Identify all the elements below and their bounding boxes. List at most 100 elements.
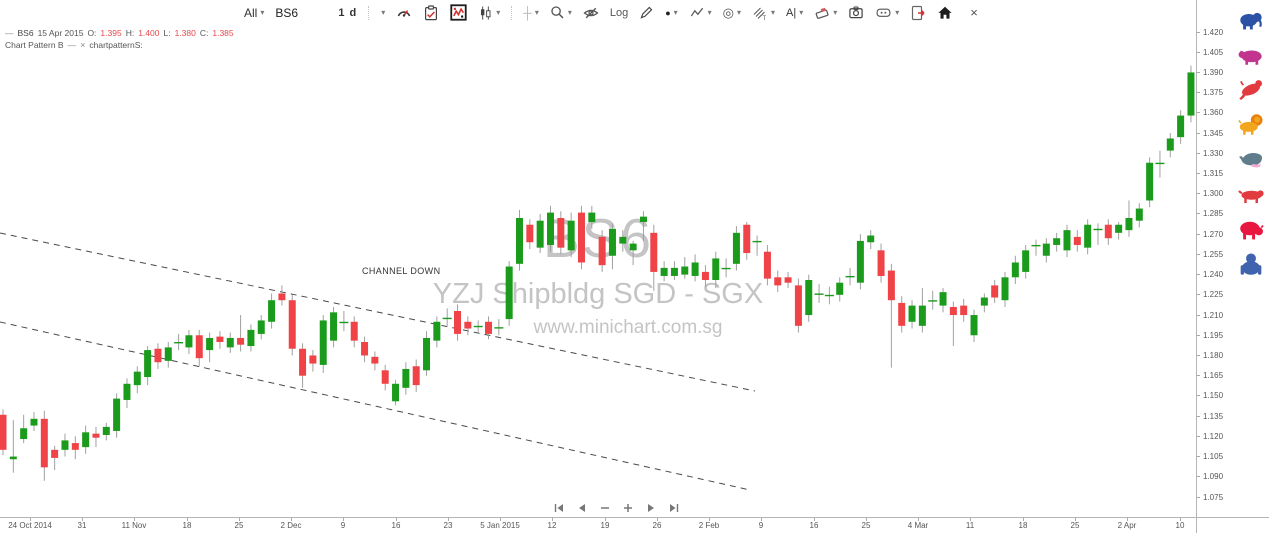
date-axis-tick xyxy=(814,518,815,521)
legend: — BS6 15 Apr 2015 O: 1.395 H: 1.400 L: 1… xyxy=(5,27,234,51)
candle xyxy=(1135,203,1143,228)
crosshair-dropdown[interactable]: ┼ ▾ xyxy=(523,6,539,20)
step-right-button[interactable] xyxy=(644,501,657,514)
gorilla-icon[interactable] xyxy=(1234,248,1268,279)
candlestick-chart[interactable] xyxy=(0,25,1196,517)
fib-circles-dropdown[interactable]: ◎ ▾ xyxy=(723,5,741,21)
pattern-report-button[interactable] xyxy=(423,4,439,21)
export-button[interactable] xyxy=(910,5,926,21)
bear-icon[interactable] xyxy=(1234,38,1268,69)
candle xyxy=(485,316,493,340)
channel-tool-dropdown[interactable]: T ▾ xyxy=(752,5,775,21)
candle xyxy=(319,315,327,373)
zoom-in-button[interactable] xyxy=(621,501,634,514)
timeframe-dropdown[interactable]: ▾ xyxy=(380,8,385,17)
step-left-button[interactable] xyxy=(575,501,588,514)
candle xyxy=(299,343,307,388)
skip-to-start-button[interactable] xyxy=(552,501,565,514)
clipboard-pattern-icon xyxy=(423,4,439,21)
text-tool-icon: A| xyxy=(786,6,797,19)
svg-text:T: T xyxy=(763,16,767,21)
home-icon xyxy=(937,5,953,20)
log-scale-toggle[interactable]: Log xyxy=(609,6,629,19)
price-axis-label: 1.375 xyxy=(1197,88,1223,97)
snapshot-button[interactable] xyxy=(848,5,864,20)
channel-trendline[interactable] xyxy=(0,232,756,392)
candle xyxy=(814,284,824,303)
legend-symbol: BS6 xyxy=(17,28,34,38)
candle xyxy=(784,271,792,289)
chevron-down-icon: ▾ xyxy=(707,8,712,17)
indicator-name: Chart Pattern B xyxy=(5,40,64,50)
candle xyxy=(928,290,938,310)
date-axis-tick xyxy=(82,518,83,521)
date-axis[interactable]: 24 Oct 2014 31 11 Nov 18 25 2 Dec 9 16 23 5 Jan 2… xyxy=(0,517,1269,533)
date-axis-label: 2 Feb xyxy=(698,521,720,530)
candle xyxy=(1166,133,1174,158)
home-button[interactable] xyxy=(937,5,953,20)
date-axis-tick xyxy=(448,518,449,521)
candle xyxy=(237,315,245,352)
price-axis-label: 1.135 xyxy=(1197,412,1223,421)
candle xyxy=(721,258,731,278)
zoom-dropdown[interactable]: ▾ xyxy=(550,5,572,20)
candle xyxy=(288,294,296,356)
date-axis-tick xyxy=(709,518,710,521)
elephant-icon[interactable] xyxy=(1234,3,1268,34)
indicator-toggle[interactable]: — xyxy=(67,40,77,50)
gauge-button[interactable] xyxy=(396,5,412,21)
close-button[interactable]: × xyxy=(970,5,978,20)
zoom-out-button[interactable] xyxy=(598,501,611,514)
date-axis-label: 31 xyxy=(77,521,87,530)
date-axis-label: 18 xyxy=(1018,521,1028,530)
price-axis[interactable]: 1.420 1.405 1.390 1.375 1.360 1.345 1.330 1.315… xyxy=(1196,0,1269,533)
jaguar-icon[interactable] xyxy=(1234,178,1268,209)
chart-type-dropdown[interactable]: ▾ xyxy=(478,5,500,21)
candle xyxy=(1011,255,1019,285)
whale-icon[interactable] xyxy=(1234,143,1268,174)
symbol-input[interactable]: BS6 xyxy=(275,5,299,20)
date-axis-label: 16 xyxy=(809,521,819,530)
candle xyxy=(701,265,709,287)
candle xyxy=(836,277,844,302)
concentric-circles-icon: ◎ xyxy=(722,4,735,20)
bison-icon[interactable] xyxy=(1234,213,1268,244)
candle xyxy=(423,331,431,376)
candle xyxy=(845,267,855,286)
price-axis-label: 1.390 xyxy=(1197,68,1223,77)
candle xyxy=(856,234,864,290)
lion-icon[interactable] xyxy=(1234,108,1268,139)
candle xyxy=(712,251,720,289)
indicator-remove-button[interactable]: × xyxy=(80,40,86,50)
candle xyxy=(309,350,317,372)
price-axis-label: 1.300 xyxy=(1197,189,1223,198)
trendline-dropdown[interactable]: ▾ xyxy=(689,6,712,20)
tiger-icon[interactable] xyxy=(1234,73,1268,104)
skip-to-end-button[interactable] xyxy=(667,501,680,514)
hide-indicators-button[interactable] xyxy=(583,5,599,21)
eraser-dropdown[interactable]: ▾ xyxy=(814,5,837,21)
timeframe-button[interactable]: 1 d xyxy=(338,6,358,19)
candle xyxy=(1031,239,1041,256)
candle xyxy=(939,288,947,313)
text-tool-dropdown[interactable]: A| ▾ xyxy=(786,7,803,19)
price-axis-label: 1.270 xyxy=(1197,230,1223,239)
date-axis-tick xyxy=(657,518,658,521)
marker-dropdown[interactable]: ● ▾ xyxy=(665,8,677,18)
draw-button[interactable] xyxy=(639,5,654,20)
date-axis-tick xyxy=(187,518,188,521)
candle xyxy=(216,331,224,349)
range-all-dropdown[interactable]: All ▾ xyxy=(244,6,264,20)
candle xyxy=(991,280,999,303)
candle xyxy=(330,306,338,348)
pattern-scanner-button[interactable] xyxy=(450,4,467,21)
candle xyxy=(174,333,184,351)
indicator-param: chartpatternS: xyxy=(89,40,143,50)
candle xyxy=(71,436,79,460)
price-axis-label: 1.285 xyxy=(1197,209,1223,218)
more-settings-dropdown[interactable]: ▾ xyxy=(875,5,899,20)
series-toggle[interactable]: — xyxy=(5,28,14,38)
channel-down-annotation[interactable]: CHANNEL DOWN xyxy=(362,266,441,276)
legend-close-value: 1.385 xyxy=(212,28,234,38)
channel-trendline[interactable] xyxy=(0,321,751,491)
